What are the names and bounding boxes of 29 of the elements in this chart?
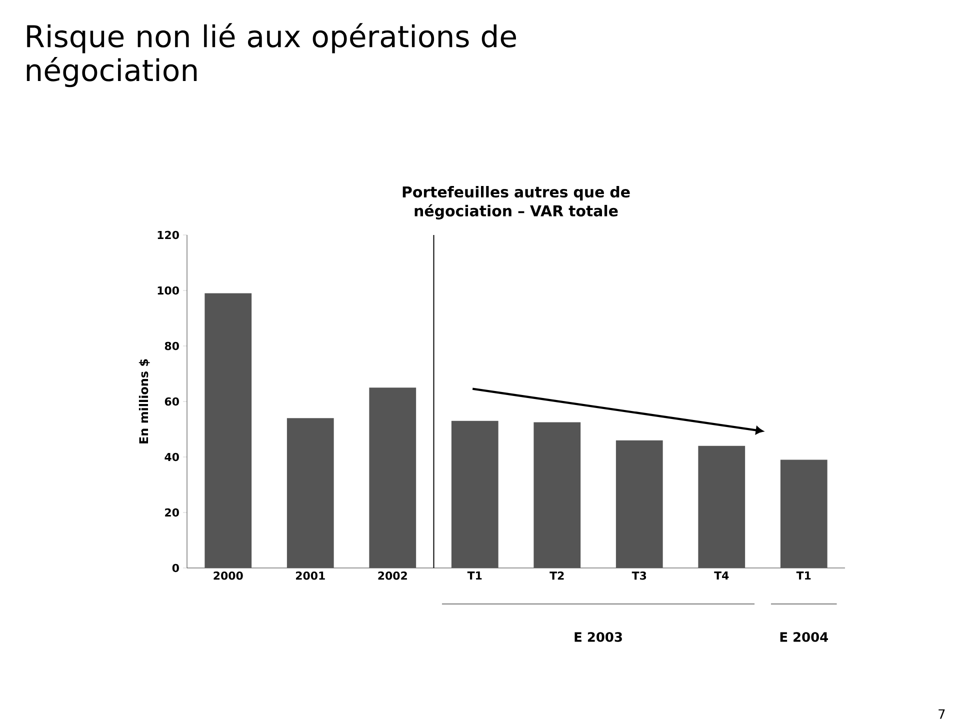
x-tick-label: T4 <box>714 572 729 580</box>
bar <box>698 446 746 568</box>
text: E 2004 <box>780 632 828 642</box>
bar <box>369 388 416 568</box>
y-tick-label: 0 <box>172 564 179 572</box>
bar <box>204 293 252 568</box>
bar <box>451 420 498 568</box>
x-tick-label: T1 <box>796 572 811 580</box>
x-tick-label: T3 <box>632 572 646 580</box>
x-tick-label: T2 <box>550 572 564 580</box>
x-tick-label: 2000 <box>214 572 243 580</box>
bar <box>534 422 581 568</box>
x-tick-label: 2002 <box>378 572 407 580</box>
y-tick-label: 60 <box>164 397 179 406</box>
chart-title: Risque non lié aux opérations de négociation <box>26 23 516 88</box>
x-tick-label: 2001 <box>296 572 325 580</box>
chart-subtitle: Portefeuilles autres que de négociation – VAR totale <box>402 186 630 220</box>
x-tick-label: T1 <box>467 572 482 580</box>
bar <box>286 418 334 568</box>
y-tick-label: 80 <box>164 342 179 350</box>
y-tick-label: 120 <box>158 230 179 240</box>
bar <box>616 440 663 568</box>
y-tick-label: 20 <box>165 508 179 517</box>
bar <box>780 460 828 568</box>
y-tick-label: 40 <box>164 452 179 462</box>
text: 7 <box>938 709 945 719</box>
y-axis-title: En millions $ <box>138 359 150 444</box>
y-tick-label: 100 <box>158 286 179 295</box>
text: E 2003 <box>574 632 622 642</box>
